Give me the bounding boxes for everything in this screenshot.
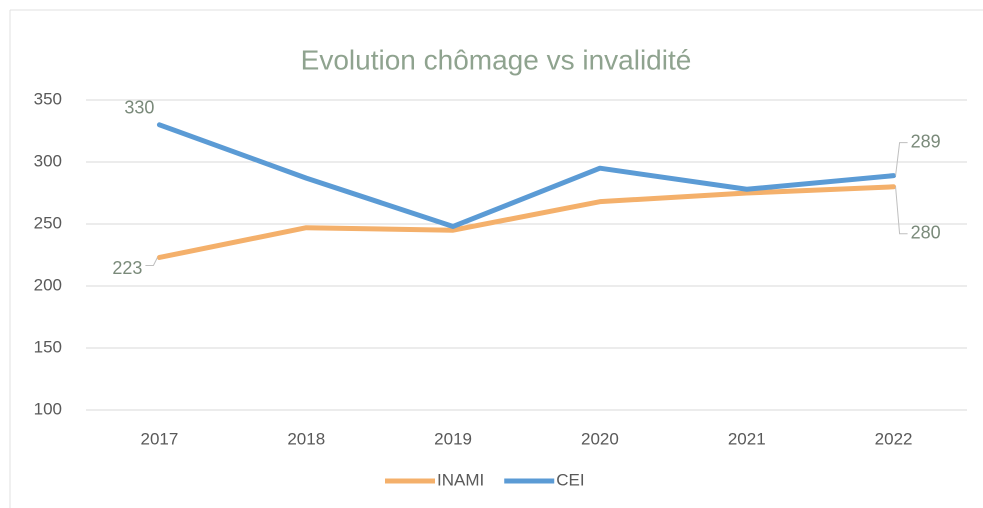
y-tick-label: 100 xyxy=(34,399,62,418)
legend-label: CEI xyxy=(556,470,584,489)
data-label: 223 xyxy=(112,258,142,278)
data-label: 289 xyxy=(911,131,941,151)
leader-line xyxy=(145,257,158,266)
y-tick-label: 250 xyxy=(34,213,62,232)
y-tick-label: 150 xyxy=(34,337,62,356)
y-tick-label: 300 xyxy=(34,151,62,170)
x-tick-label: 2017 xyxy=(141,429,179,448)
data-label: 280 xyxy=(911,223,941,243)
series-line xyxy=(156,122,897,229)
chart-title: Evolution chômage vs invalidité xyxy=(301,44,692,75)
x-tick-label: 2019 xyxy=(434,429,472,448)
leader-line xyxy=(895,142,908,176)
data-label: 330 xyxy=(124,98,154,118)
x-tick-label: 2022 xyxy=(875,429,913,448)
x-tick-label: 2021 xyxy=(728,429,766,448)
y-tick-label: 350 xyxy=(34,89,62,108)
legend-label: INAMI xyxy=(437,470,484,489)
series-line xyxy=(156,184,897,260)
y-tick-label: 200 xyxy=(34,275,62,294)
leader-line xyxy=(895,186,908,235)
x-tick-label: 2018 xyxy=(287,429,325,448)
x-tick-label: 2020 xyxy=(581,429,619,448)
